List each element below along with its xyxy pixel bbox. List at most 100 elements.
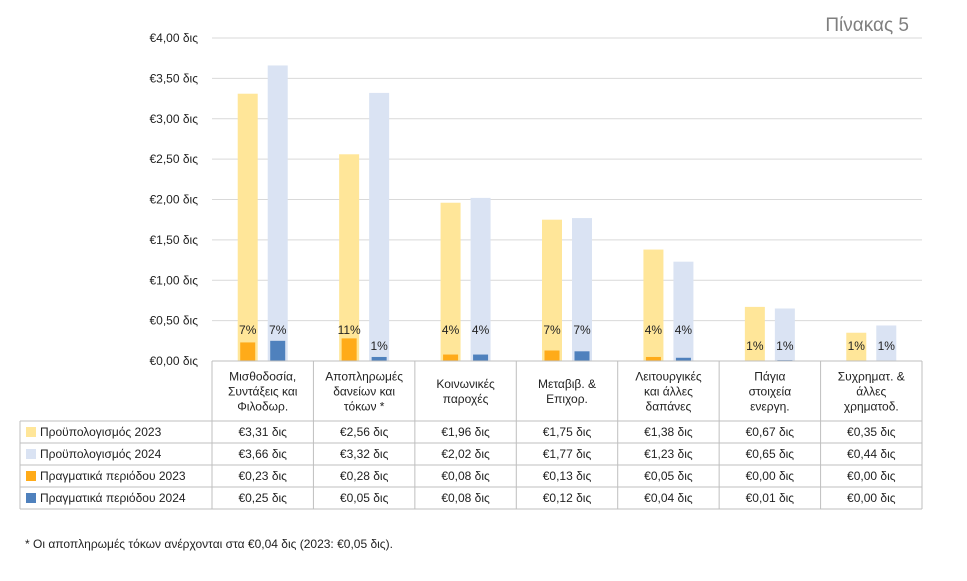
category-label: Συντάξεις και bbox=[228, 385, 298, 399]
budget-2023-bar bbox=[542, 219, 562, 361]
table-cell: €0,13 δις bbox=[543, 469, 592, 483]
actual-2024-pct-label: 7% bbox=[573, 323, 591, 337]
series-label: Πραγματικά περιόδου 2024 bbox=[40, 491, 186, 505]
category-label: Κοινωνικές bbox=[436, 377, 495, 391]
y-tick-label: €0,50 δις bbox=[150, 314, 199, 328]
category-label: στοιχεία bbox=[749, 385, 792, 399]
y-tick-label: €1,00 δις bbox=[150, 273, 199, 287]
category-label: Αποπληρωμές bbox=[325, 370, 403, 384]
table-cell: €0,05 δις bbox=[340, 491, 389, 505]
category-label: τόκων * bbox=[344, 400, 385, 414]
actual-2024-bar bbox=[371, 356, 387, 361]
series-label: Πραγματικά περιόδου 2023 bbox=[40, 469, 186, 483]
actual-2023-pct-label: 1% bbox=[746, 339, 764, 353]
y-tick-label: €3,00 δις bbox=[150, 112, 199, 126]
table-cell: €2,56 δις bbox=[340, 425, 389, 439]
table-cell: €0,35 δις bbox=[847, 425, 896, 439]
category-label: Μισθοδοσία, bbox=[229, 370, 296, 384]
budget-2023-bar bbox=[744, 306, 765, 361]
actual-2024-bar bbox=[473, 354, 489, 361]
table-cell: €0,28 δις bbox=[340, 469, 389, 483]
category-label: άλλες bbox=[856, 385, 886, 399]
table-cell: €2,02 δις bbox=[441, 447, 490, 461]
budget-2023-bar bbox=[846, 332, 867, 361]
table-cell: €1,77 δις bbox=[543, 447, 592, 461]
category-label: δαπάνες bbox=[646, 400, 692, 414]
table-cell: €0,08 δις bbox=[441, 491, 490, 505]
actual-2023-pct-label: 4% bbox=[645, 323, 663, 337]
budget-2023-bar bbox=[643, 249, 664, 361]
table-cell: €0,04 δις bbox=[644, 491, 693, 505]
y-tick-label: €3,50 δις bbox=[150, 71, 199, 85]
category-label: παροχές bbox=[443, 392, 489, 406]
table-cell: €0,05 δις bbox=[644, 469, 693, 483]
table-cell: €0,08 δις bbox=[441, 469, 490, 483]
actual-2023-bar bbox=[240, 342, 256, 361]
y-tick-label: €0,00 δις bbox=[150, 354, 199, 368]
actual-2023-bar bbox=[645, 356, 661, 361]
actual-2023-pct-label: 1% bbox=[848, 339, 866, 353]
table-cell: €1,75 δις bbox=[543, 425, 592, 439]
legend-swatch bbox=[26, 449, 36, 459]
series-label: Προϋπολογισμός 2024 bbox=[40, 447, 162, 461]
table-cell: €0,44 δις bbox=[847, 447, 896, 461]
series-label: Προϋπολογισμός 2023 bbox=[40, 425, 162, 439]
table-cell: €0,23 δις bbox=[238, 469, 287, 483]
table-cell: €0,00 δις bbox=[746, 469, 795, 483]
budget-2024-bar bbox=[572, 218, 592, 361]
y-tick-label: €4,00 δις bbox=[150, 31, 199, 45]
actual-2023-bar bbox=[443, 354, 459, 361]
actual-2024-pct-label: 4% bbox=[472, 323, 490, 337]
budget-2024-bar bbox=[774, 308, 795, 361]
budget-2024-bar bbox=[369, 92, 390, 361]
actual-2023-pct-label: 7% bbox=[239, 323, 257, 337]
table-cell: €3,32 δις bbox=[340, 447, 389, 461]
category-label: Μεταβιβ. & bbox=[538, 377, 596, 391]
category-label: Φιλοδωρ. bbox=[237, 400, 288, 414]
budget-2024-bar bbox=[876, 325, 897, 361]
y-tick-label: €2,50 δις bbox=[150, 152, 199, 166]
legend-swatch bbox=[26, 427, 36, 437]
table-cell: €1,23 δις bbox=[644, 447, 693, 461]
y-tick-label: €2,00 δις bbox=[150, 193, 199, 207]
actual-2024-pct-label: 1% bbox=[776, 339, 794, 353]
table-cell: €0,00 δις bbox=[847, 469, 896, 483]
actual-2024-pct-label: 1% bbox=[370, 339, 388, 353]
actual-2024-pct-label: 7% bbox=[269, 323, 287, 337]
category-label: δανείων και bbox=[333, 385, 395, 399]
category-label: Συχρηματ. & bbox=[838, 370, 905, 384]
page-label: Πίνακας 5 bbox=[825, 15, 909, 36]
budget-2024-bar bbox=[673, 261, 694, 361]
table-cell: €0,67 δις bbox=[746, 425, 795, 439]
category-label: και άλλες bbox=[644, 385, 693, 399]
table-cell: €1,38 δις bbox=[644, 425, 693, 439]
actual-2023-pct-label: 11% bbox=[338, 323, 361, 337]
category-label: Πάγια bbox=[754, 370, 785, 384]
category-label: χρηματοδ. bbox=[844, 400, 899, 414]
actual-2023-pct-label: 4% bbox=[442, 323, 460, 337]
actual-2024-bar bbox=[574, 351, 590, 361]
category-label: Λειτουργικές bbox=[635, 370, 702, 384]
table-cell: €0,12 δις bbox=[543, 491, 592, 505]
category-label: ενεργη. bbox=[750, 400, 790, 414]
actual-2023-pct-label: 7% bbox=[543, 323, 561, 337]
actual-2024-pct-label: 4% bbox=[675, 323, 693, 337]
y-axis-ticks: €0,00 δις €0,50 δις €1,00 δις €1,50 δις €2,0… bbox=[150, 31, 199, 368]
budget-2024-bar bbox=[470, 197, 491, 361]
footnote: * Οι αποπληρωμές τόκων ανέρχονται στα €0… bbox=[25, 537, 393, 551]
table-cell: €0,25 δις bbox=[238, 491, 287, 505]
actual-2024-bar bbox=[270, 340, 286, 361]
budget-2023-bar bbox=[237, 93, 258, 361]
y-tick-label: €1,50 δις bbox=[150, 233, 199, 247]
actual-2024-bar bbox=[675, 357, 691, 361]
category-label: Επιχορ. bbox=[546, 392, 588, 406]
table-cell: €0,01 δις bbox=[746, 491, 795, 505]
gridlines bbox=[212, 37, 922, 362]
table-cell: €3,66 δις bbox=[238, 447, 287, 461]
table-cell: €0,00 δις bbox=[847, 491, 896, 505]
table-cell: €1,96 δις bbox=[441, 425, 490, 439]
budget-2023-bar bbox=[339, 154, 360, 361]
legend-swatch bbox=[26, 493, 36, 503]
